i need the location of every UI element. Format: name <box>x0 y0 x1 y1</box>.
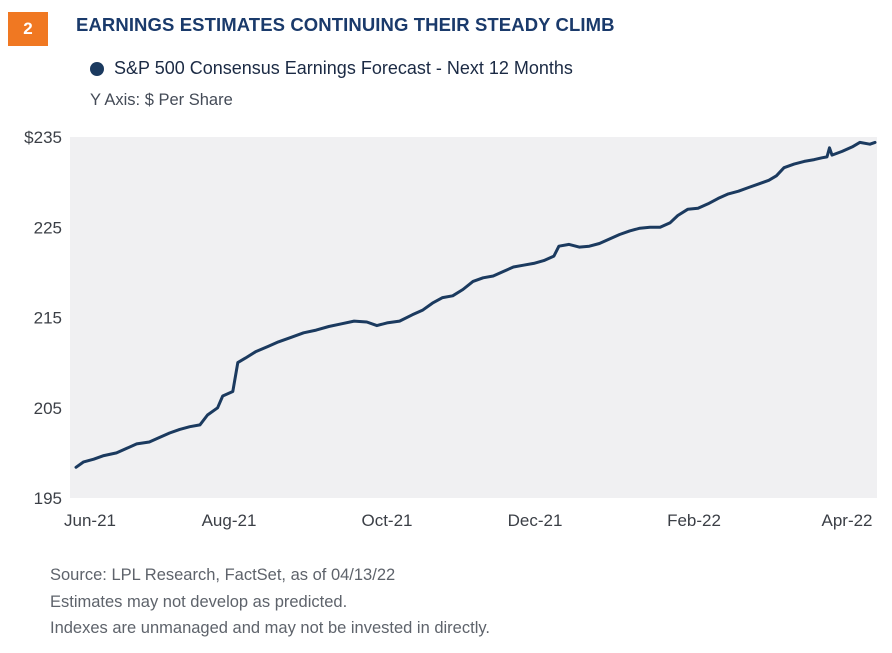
legend: S&P 500 Consensus Earnings Forecast - Ne… <box>90 58 573 79</box>
x-tick-label: Jun-21 <box>64 511 116 530</box>
source-note: Source: LPL Research, FactSet, as of 04/… <box>50 566 396 584</box>
disclaimer-indexes: Indexes are unmanaged and may not be inv… <box>50 619 490 637</box>
chart-number-badge: 2 <box>8 12 48 46</box>
y-tick-label: $235 <box>24 128 62 147</box>
x-tick-label: Apr-22 <box>821 511 872 530</box>
x-tick-label: Feb-22 <box>667 511 721 530</box>
legend-label: S&P 500 Consensus Earnings Forecast - Ne… <box>114 58 573 78</box>
footnotes: Source: LPL Research, FactSet, as of 04/… <box>50 562 490 642</box>
x-tick-label: Oct-21 <box>361 511 412 530</box>
x-tick-label: Dec-21 <box>508 511 563 530</box>
plot-area <box>70 137 877 498</box>
y-tick-label: 215 <box>34 309 62 328</box>
y-axis-note: Y Axis: $ Per Share <box>90 91 233 109</box>
y-tick-label: 205 <box>34 399 62 418</box>
legend-marker-dot <box>90 61 104 76</box>
earnings-forecast-line <box>74 140 877 469</box>
y-tick-label: 195 <box>34 489 62 508</box>
x-tick-label: Aug-21 <box>202 511 257 530</box>
y-tick-label: 225 <box>34 218 62 237</box>
disclaimer-estimates: Estimates may not develop as predicted. <box>50 592 348 611</box>
y-axis: $235 225 215 205 195 <box>24 128 62 508</box>
chart-title: EARNINGS ESTIMATES CONTINUING THEIR STEA… <box>76 14 615 35</box>
chart-number: 2 <box>23 19 33 38</box>
x-axis: Jun-21 Aug-21 Oct-21 Dec-21 Feb-22 Apr-22 <box>64 511 873 530</box>
